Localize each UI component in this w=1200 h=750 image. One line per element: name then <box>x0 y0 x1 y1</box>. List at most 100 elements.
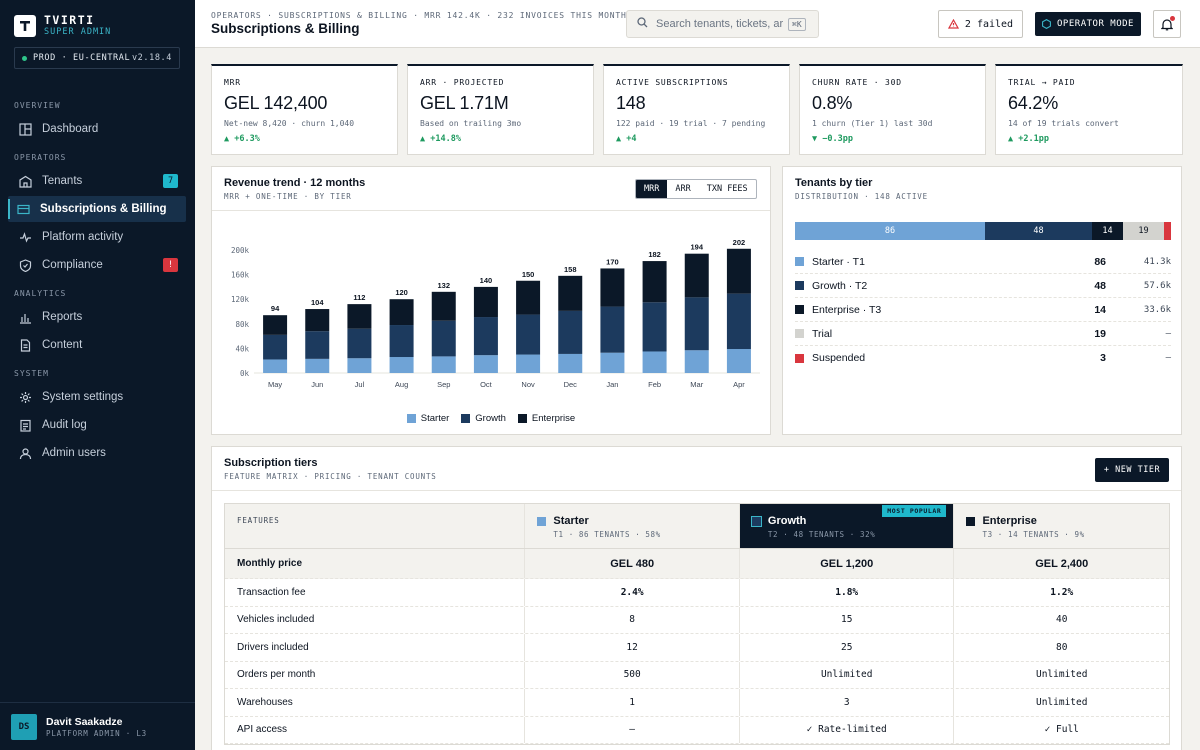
table-cell: 12 <box>525 634 740 661</box>
tier-row-starter[interactable]: Starter · T1 86 41.3k <box>795 250 1171 274</box>
bar-segment-enterprise <box>263 315 288 335</box>
kpi-label: ARR · PROJECTED <box>420 78 505 87</box>
kpi-card-churn: CHURN RATE · 30D 0.8% 1 churn (Tier 1) l… <box>799 64 986 155</box>
bar-segment-starter <box>600 352 625 373</box>
tier-meta: T3 · 14 TENANTS · 9% <box>982 530 1085 539</box>
bar-segment-starter <box>558 353 583 373</box>
tier-row-growth[interactable]: Growth · T2 48 57.6k <box>795 274 1171 298</box>
table-cell: ✓ Full <box>1044 724 1079 736</box>
revenue-trend-panel: Revenue trend · 12 months MRR + ONE-TIME… <box>211 166 771 435</box>
sidebar-item-activity[interactable]: Platform activity <box>8 224 186 250</box>
sidebar-item-tenants[interactable]: Tenants 7 <box>8 168 186 194</box>
bar-total-label: 150 <box>522 270 535 279</box>
sidebar-item-reports[interactable]: Reports <box>8 304 186 330</box>
tier-column-enterprise[interactable]: Enterprise T3 · 14 TENANTS · 9% <box>954 504 1169 548</box>
dist-segment-starter[interactable]: 86 <box>795 222 985 240</box>
table-cell: 2.4% <box>525 579 740 606</box>
search-shortcut: ⌘K <box>788 17 806 31</box>
search-input[interactable] <box>656 18 786 30</box>
x-tick-label: Apr <box>733 380 745 389</box>
bar-total-label: 104 <box>311 298 324 307</box>
bar-total-label: 140 <box>480 276 493 285</box>
sidebar-item-billing[interactable]: Subscriptions & Billing <box>8 196 186 222</box>
metric-toggle[interactable]: MRR ARR TXN FEES <box>635 179 757 199</box>
tier-column-growth[interactable]: MOST POPULAR Growth T2 · 48 TENANTS · 32… <box>739 504 955 548</box>
breadcrumb: OPERATORS · SUBSCRIPTIONS & BILLING · MR… <box>211 11 627 20</box>
panel-subtitle: DISTRIBUTION · 148 ACTIVE <box>795 192 928 201</box>
tier-swatch <box>537 516 547 526</box>
toggle-txn-fees[interactable]: TXN FEES <box>706 184 748 194</box>
search-box[interactable]: ⌘K <box>626 10 819 38</box>
kpi-delta: ▼ −0.3pp <box>812 134 853 144</box>
features-header: FEATURES <box>225 504 526 548</box>
sidebar-item-label: Content <box>42 339 83 351</box>
compliance-alert-badge: ! <box>163 258 178 272</box>
y-tick-label: 0k <box>240 369 250 378</box>
legend-label: Growth <box>475 413 506 424</box>
table-row-vehicles: Vehicles included 8 15 40 <box>225 606 1169 634</box>
nav-section-analytics: ANALYTICS <box>14 289 67 298</box>
user-profile[interactable]: DS Davit Saakadze PLATFORM ADMIN · L3 <box>0 702 195 750</box>
tenants-by-tier-panel: Tenants by tier DISTRIBUTION · 148 ACTIV… <box>782 166 1182 435</box>
bar-segment-starter <box>684 350 709 373</box>
tier-name: Starter <box>553 515 589 527</box>
dist-segment-enterprise[interactable]: 14 <box>1092 222 1123 240</box>
tier-value: 33.6k <box>1143 304 1171 315</box>
tier-row-trial[interactable]: Trial 19 — <box>795 322 1171 346</box>
clipboard-icon <box>18 418 32 432</box>
table-cell: 500 <box>525 661 740 688</box>
sidebar-item-settings[interactable]: System settings <box>8 384 186 410</box>
avatar: DS <box>11 713 37 740</box>
tenants-count-badge: 7 <box>163 174 178 188</box>
environment-selector[interactable]: PROD · EU-CENTRAL v2.18.4 <box>14 47 180 69</box>
dist-segment-growth[interactable]: 48 <box>985 222 1092 240</box>
kpi-value: GEL 142,400 <box>224 93 328 113</box>
bar-total-label: 158 <box>564 265 577 274</box>
table-cell: 1 <box>525 689 740 716</box>
table-cell: 40 <box>1056 614 1068 626</box>
new-tier-button[interactable]: + NEW TIER <box>1095 458 1169 482</box>
bar-segment-growth <box>305 331 330 359</box>
kpi-label: CHURN RATE · 30D <box>812 78 902 87</box>
toggle-arr[interactable]: ARR <box>675 184 691 194</box>
dist-segment-trial[interactable]: 19 <box>1123 222 1164 240</box>
kpi-delta: ▲ +4 <box>616 134 637 144</box>
brand-name: TVIRTI <box>44 13 95 27</box>
divider <box>212 210 770 211</box>
bar-chart-icon <box>18 310 32 324</box>
sidebar-item-dashboard[interactable]: Dashboard <box>8 116 186 142</box>
sidebar-item-content[interactable]: Content <box>8 332 186 358</box>
divider <box>212 490 1181 491</box>
failed-alerts-button[interactable]: 2 failed <box>938 10 1023 38</box>
legend-item-growth: Growth <box>461 413 506 424</box>
bar-total-label: 194 <box>690 243 703 252</box>
table-row-drivers: Drivers included 12 25 80 <box>225 634 1169 662</box>
bar-segment-growth <box>389 325 414 358</box>
brand[interactable]: TVIRTI SUPER ADMIN <box>14 14 111 38</box>
kpi-subtext: Net-new 8,420 · churn 1,040 <box>224 119 355 128</box>
top-header: OPERATORS · SUBSCRIPTIONS & BILLING · MR… <box>195 0 1200 48</box>
tier-count: 86 <box>1094 255 1106 268</box>
tier-row-enterprise[interactable]: Enterprise · T3 14 33.6k <box>795 298 1171 322</box>
tier-row-suspended[interactable]: Suspended 3 — <box>795 346 1171 370</box>
tier-column-starter[interactable]: Starter T1 · 86 TENANTS · 58% <box>525 504 740 548</box>
operator-mode-button[interactable]: OPERATOR MODE <box>1035 12 1141 36</box>
bar-segment-enterprise <box>431 291 456 321</box>
sidebar-item-compliance[interactable]: Compliance ! <box>8 252 186 278</box>
kpi-subtext: 1 churn (Tier 1) last 30d <box>812 119 933 128</box>
sidebar-item-label: Audit log <box>42 419 87 431</box>
sidebar-item-audit[interactable]: Audit log <box>8 412 186 438</box>
panel-title: Tenants by tier <box>795 177 873 189</box>
bar-segment-growth <box>263 334 288 360</box>
toggle-mrr[interactable]: MRR <box>636 180 668 198</box>
kpi-value: 0.8% <box>812 93 853 113</box>
panel-title: Subscription tiers <box>224 457 318 469</box>
dist-segment-suspended[interactable] <box>1164 222 1171 240</box>
operator-mode-label: OPERATOR MODE <box>1057 19 1134 29</box>
sidebar-item-admins[interactable]: Admin users <box>8 440 186 466</box>
bar-segment-enterprise <box>389 299 414 326</box>
notifications-button[interactable] <box>1153 10 1181 38</box>
table-cell: GEL 2,400 <box>1035 557 1089 570</box>
x-tick-label: Oct <box>480 380 493 389</box>
tier-swatch <box>966 516 976 526</box>
